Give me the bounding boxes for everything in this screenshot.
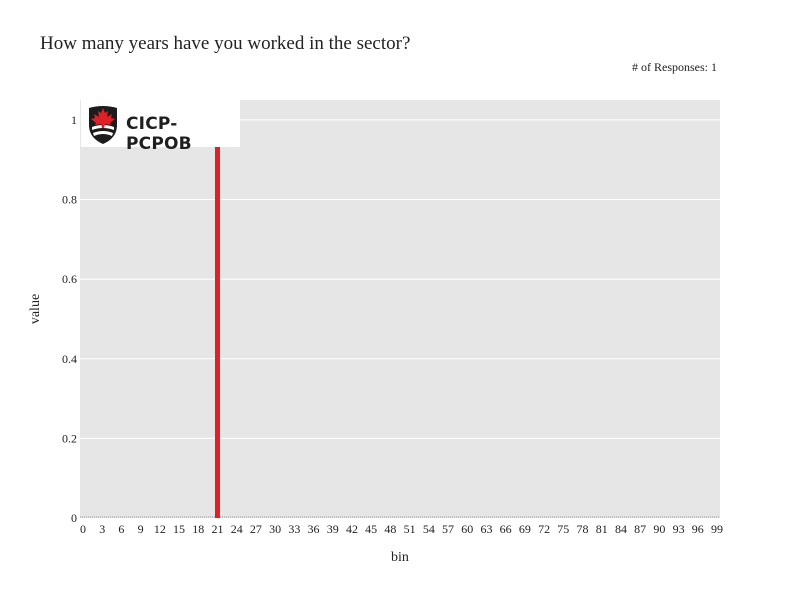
x-tick-label: 21 [211,522,223,536]
x-tick-label: 18 [192,522,204,536]
x-tick-label: 9 [138,522,144,536]
x-tick-label: 54 [423,522,435,536]
x-tick-label: 78 [577,522,589,536]
x-tick-label: 99 [711,522,723,536]
x-tick-label: 75 [557,522,569,536]
y-tick-label: 0.4 [62,352,77,366]
y-tick-label: 0.6 [62,272,77,286]
x-tick-label: 6 [118,522,124,536]
x-tick-label: 12 [154,522,166,536]
x-tick-label: 96 [692,522,704,536]
x-tick-label: 48 [384,522,396,536]
x-tick-label: 87 [634,522,646,536]
x-tick-label: 69 [519,522,531,536]
x-tick-label: 36 [308,522,320,536]
x-tick-label: 51 [404,522,416,536]
x-tick-label: 90 [653,522,665,536]
y-tick-label: 0.8 [62,193,77,207]
x-tick-label: 45 [365,522,377,536]
y-tick-label: 0 [71,511,77,525]
x-tick-label: 33 [288,522,300,536]
response-count: # of Responses: 1 [632,60,717,75]
x-tick-label: 57 [442,522,454,536]
x-tick-label: 72 [538,522,550,536]
x-axis-label: bin [391,550,409,565]
x-tick-label: 30 [269,522,281,536]
logo-text: CICP-PCPOB [126,114,192,154]
plot-area [80,100,720,518]
x-tick-label: 27 [250,522,262,536]
y-tick-label: 0.2 [62,431,77,445]
x-tick-label: 84 [615,522,627,536]
x-tick-label: 93 [673,522,685,536]
x-tick-label: 0 [80,522,86,536]
x-tick-label: 81 [596,522,608,536]
response-count-value: 1 [711,60,717,74]
x-tick-label: 42 [346,522,358,536]
x-tick-label: 3 [99,522,105,536]
x-tick-label: 66 [500,522,512,536]
y-tick-label: 1 [71,113,77,127]
maple-leaf-shield-icon [89,106,117,144]
x-tick-label: 15 [173,522,185,536]
bar [214,119,220,519]
x-tick-label: 39 [327,522,339,536]
x-tick-label: 60 [461,522,473,536]
chart-title: How many years have you worked in the se… [40,33,411,54]
x-tick-label: 24 [231,522,243,536]
x-tick-label: 63 [480,522,492,536]
cicp-logo: CICP-PCPOB [81,100,240,154]
response-count-label: # of Responses: [632,60,708,74]
y-axis-label: value [28,294,43,324]
